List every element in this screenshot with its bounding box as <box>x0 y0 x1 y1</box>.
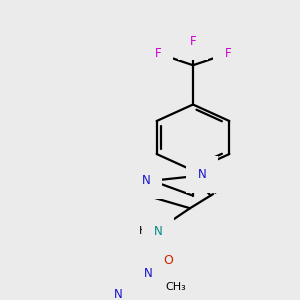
Text: N: N <box>144 267 152 280</box>
Text: N: N <box>142 174 150 187</box>
Text: N: N <box>198 168 206 181</box>
Text: F: F <box>225 47 231 60</box>
Text: F: F <box>155 47 161 60</box>
Text: H: H <box>139 226 147 236</box>
Text: O: O <box>163 254 173 267</box>
Text: CH₃: CH₃ <box>166 282 186 292</box>
Text: F: F <box>190 35 196 48</box>
Text: N: N <box>114 288 122 300</box>
Text: N: N <box>154 225 162 238</box>
